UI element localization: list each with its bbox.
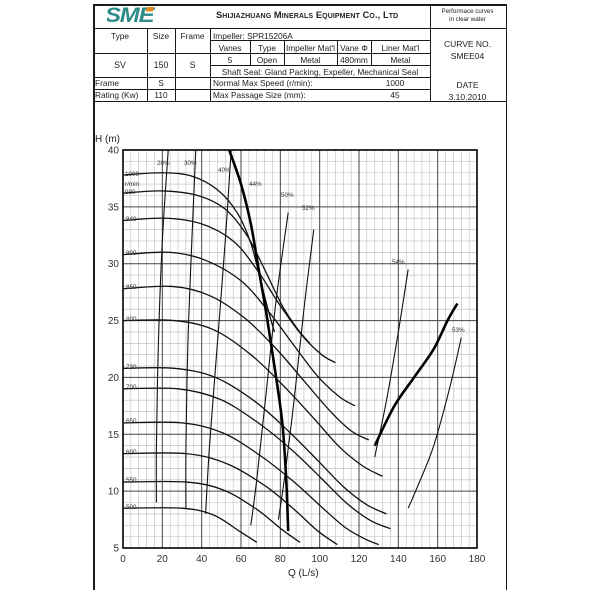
- svg-text:900: 900: [126, 250, 137, 257]
- svg-text:30: 30: [108, 259, 120, 270]
- svg-text:0: 0: [120, 554, 126, 565]
- svg-text:160: 160: [429, 554, 446, 565]
- svg-text:550: 550: [126, 477, 137, 484]
- svg-text:20: 20: [157, 554, 169, 565]
- svg-text:730: 730: [126, 364, 137, 371]
- svg-text:30%: 30%: [184, 160, 197, 167]
- svg-text:40: 40: [196, 554, 208, 565]
- svg-text:140: 140: [390, 554, 407, 565]
- svg-text:500: 500: [126, 504, 137, 511]
- svg-text:120: 120: [351, 554, 368, 565]
- svg-text:850: 850: [126, 284, 137, 291]
- svg-text:15: 15: [108, 430, 120, 441]
- svg-text:52%: 52%: [302, 205, 315, 212]
- svg-text:40%: 40%: [218, 167, 231, 174]
- svg-text:r/min: r/min: [125, 181, 139, 188]
- svg-text:600: 600: [126, 449, 137, 456]
- svg-text:940: 940: [126, 216, 137, 223]
- svg-text:100: 100: [311, 554, 328, 565]
- svg-text:180: 180: [469, 554, 486, 565]
- svg-text:980: 980: [125, 189, 136, 196]
- svg-text:800: 800: [126, 316, 137, 323]
- svg-text:44%: 44%: [249, 181, 262, 188]
- svg-text:10: 10: [108, 487, 120, 498]
- svg-text:53%: 53%: [452, 327, 465, 334]
- svg-text:50%: 50%: [281, 192, 294, 199]
- svg-text:5: 5: [113, 544, 119, 555]
- svg-text:40: 40: [108, 146, 120, 157]
- svg-text:54%: 54%: [392, 259, 405, 266]
- svg-text:25: 25: [108, 316, 120, 327]
- svg-text:1000: 1000: [125, 171, 140, 178]
- svg-text:700: 700: [126, 384, 137, 391]
- svg-text:60: 60: [235, 554, 247, 565]
- svg-text:35: 35: [108, 202, 120, 213]
- svg-text:20: 20: [108, 373, 120, 384]
- svg-text:650: 650: [126, 418, 137, 425]
- svg-text:80: 80: [275, 554, 287, 565]
- svg-text:20%: 20%: [157, 160, 170, 167]
